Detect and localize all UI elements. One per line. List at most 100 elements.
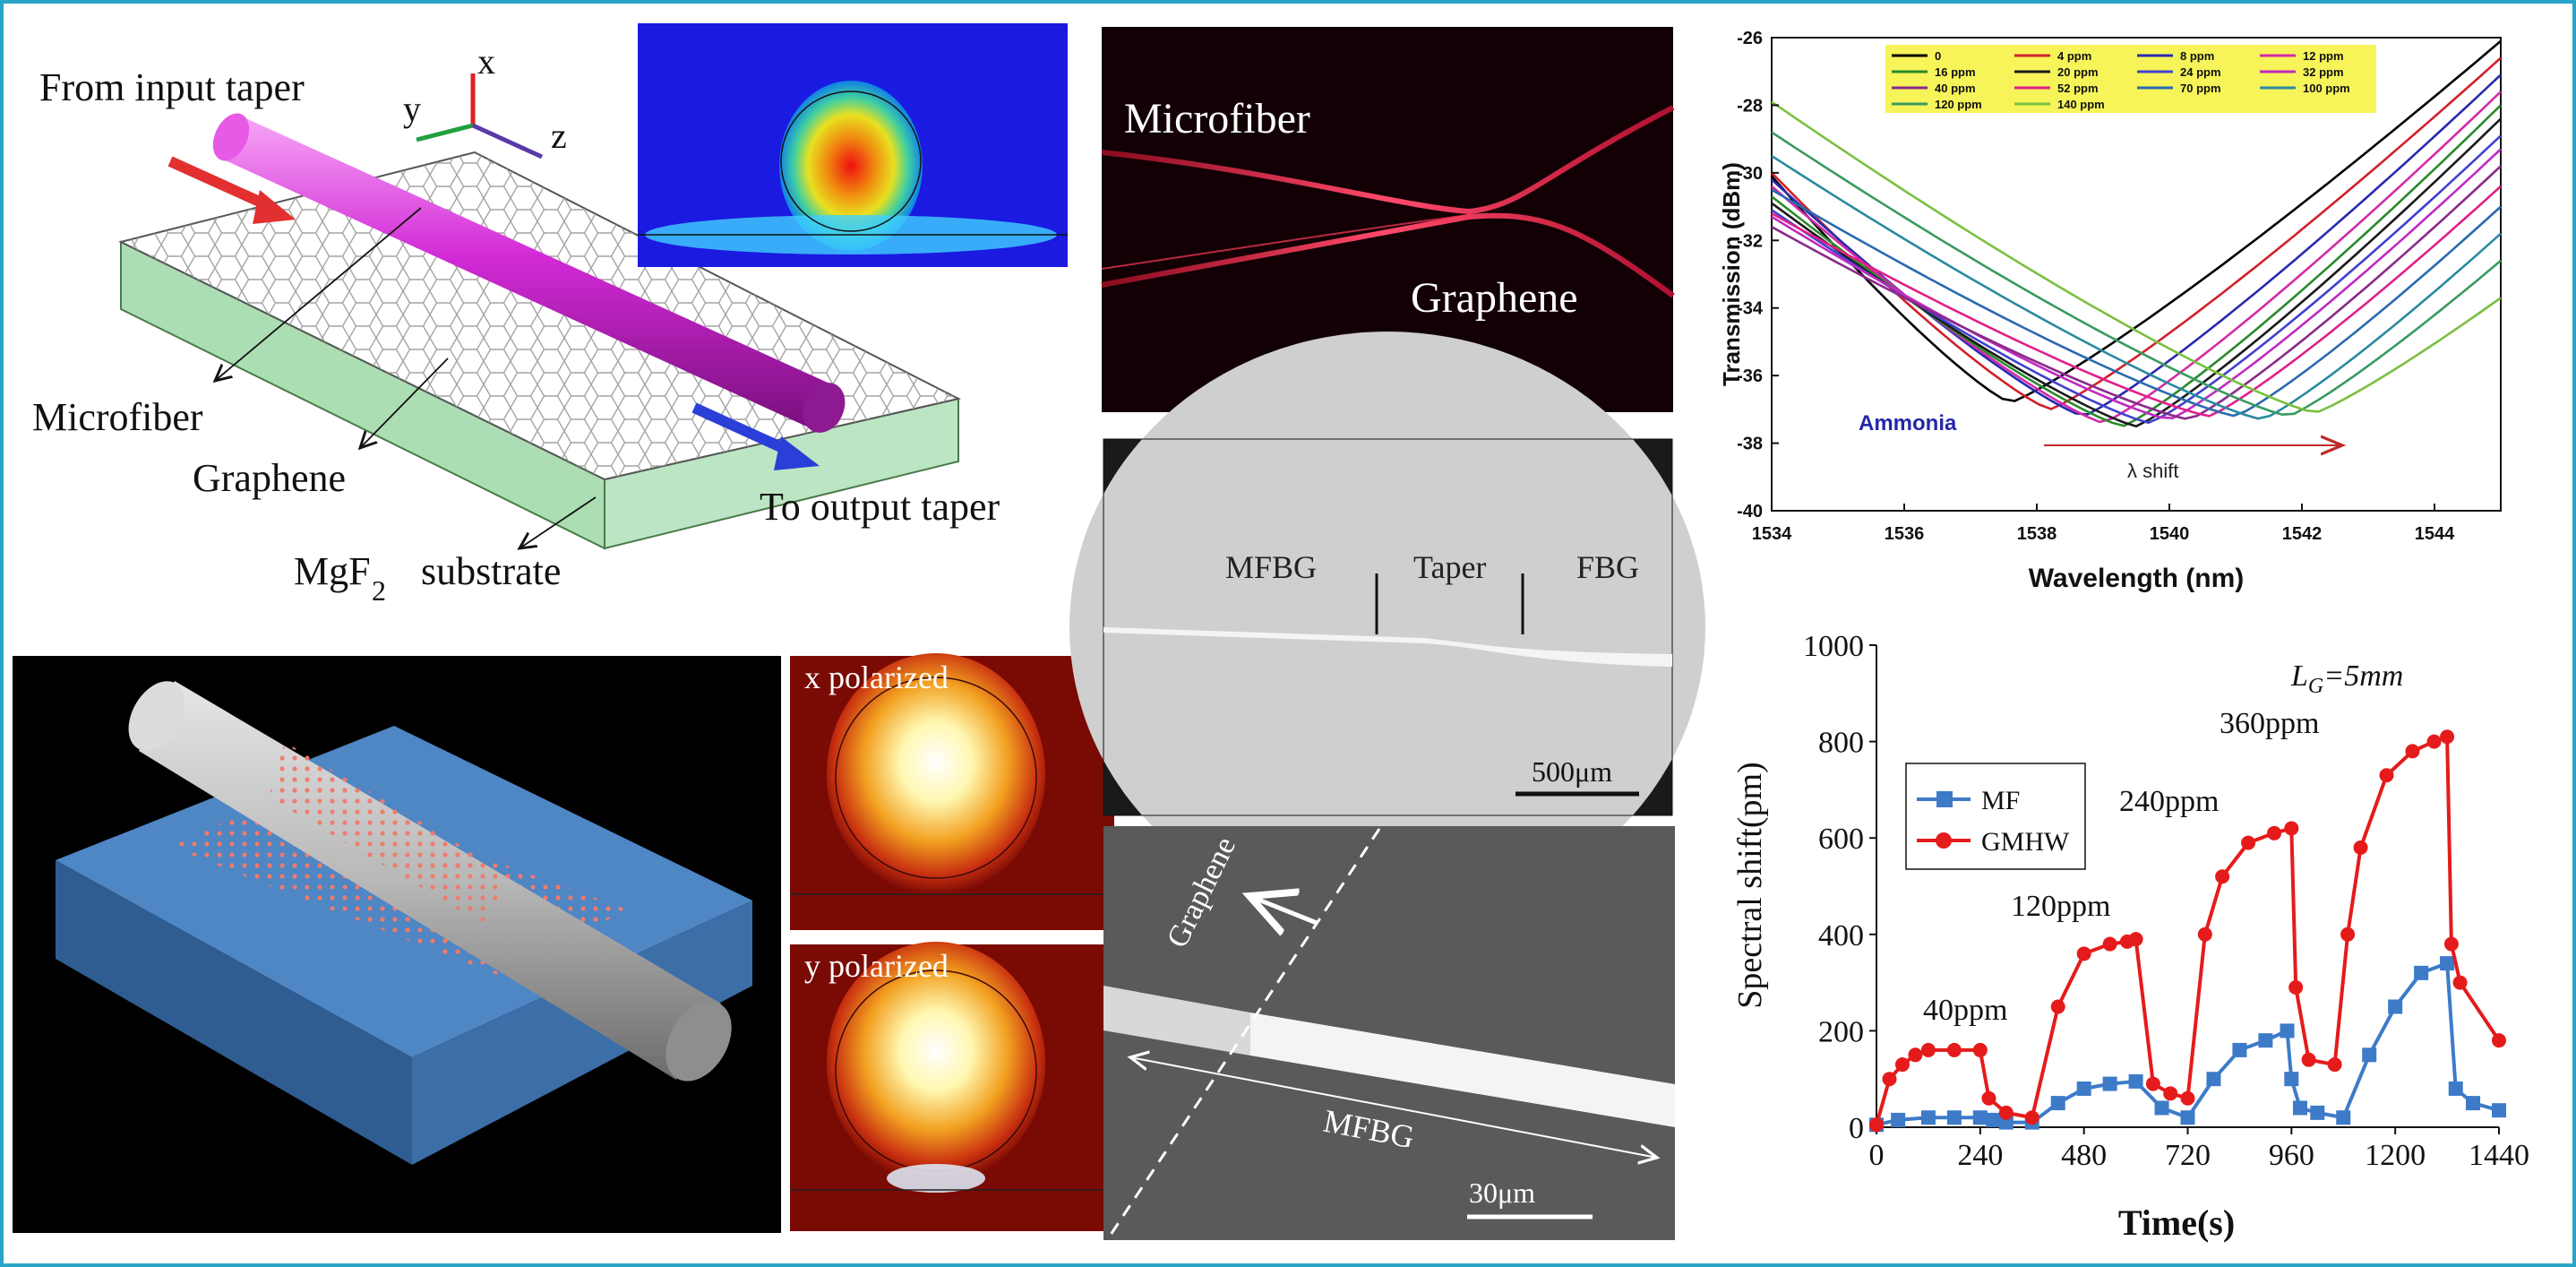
chart1-series-line (1771, 131, 2502, 417)
chart1-legend-label: 100 ppm (2303, 82, 2350, 95)
chart2-point-square (2492, 1103, 2506, 1118)
panel-y-polarized: y polarized (790, 942, 1114, 1231)
chart2-point-circle (2197, 927, 2212, 942)
input-light-arrow (167, 156, 296, 224)
chart2-point-circle (2267, 825, 2282, 840)
chart2-point-square (2440, 956, 2455, 971)
chart2-point-square (1946, 1110, 1962, 1125)
chart2-annotations: 40ppm 120ppm 240ppm 360ppm (1923, 707, 2319, 1027)
chart2-point-circle (2288, 979, 2304, 995)
label-output-taper: To output taper (760, 485, 1000, 529)
chart2-ytick-label: 1000 (1803, 630, 1864, 663)
chart1-legend-label: 32 ppm (2303, 65, 2344, 79)
chart2-point-square (2232, 1042, 2247, 1057)
chart2-point-square (2466, 1096, 2481, 1111)
chart2-ytick-label: 600 (1818, 823, 1864, 856)
chart2-point-circle (2440, 729, 2455, 745)
chart2-annotation-label: 40ppm (1923, 994, 2007, 1027)
chart1-xtick-label: 1544 (2415, 524, 2455, 544)
chart2-xtick-label: 960 (2269, 1139, 2314, 1172)
chart1-annotation-species: Ammonia (1859, 411, 1957, 435)
label-substrate-word: substrate (421, 549, 561, 593)
chart1-series-line (1771, 100, 2502, 413)
chart1-legend-label: 12 ppm (2303, 49, 2344, 63)
chart2-point-square (2310, 1105, 2325, 1120)
chart2-point-circle (2426, 734, 2442, 749)
chart1-legend-label: 0 (1935, 49, 1941, 63)
axis-y-label: y (403, 89, 421, 129)
chart2-ytick-label: 0 (1849, 1112, 1864, 1145)
chart2-ytick-label: 800 (1818, 727, 1864, 760)
label-fbg-microscope: FBG (1576, 549, 1639, 585)
chart2-point-square (2362, 1047, 2377, 1063)
chart1-ytick-label: -36 (1737, 366, 1763, 386)
chart1-legend-label: 4 ppm (2057, 49, 2091, 63)
chart1-xtick-label: 1538 (2017, 524, 2057, 544)
chart2-point-circle (2128, 932, 2143, 947)
chart2-xlabel: Time(s) (2118, 1202, 2235, 1243)
output-light-arrow (691, 402, 820, 470)
scale-label-30: 30μm (1469, 1176, 1535, 1209)
chart2-point-circle (1946, 1042, 1962, 1057)
chart1-legend-label: 20 ppm (2057, 65, 2099, 79)
label-y-polarized: y polarized (804, 948, 949, 984)
chart1-ylabel: Transmission (dBm) (1718, 162, 1745, 386)
chart2-point-circle (2340, 927, 2356, 942)
chart1-series-line (1771, 39, 2502, 402)
panel-sem-image: Graphene MFBG 30μm (1103, 826, 1675, 1240)
chart1-legend-label: 40 ppm (1935, 82, 1976, 95)
chart2-point-circle (2284, 821, 2299, 836)
chart1-plot-area (1771, 37, 2502, 512)
render-substrate-front (56, 860, 412, 1165)
axis-z-label: z (551, 116, 567, 156)
chart2-annotation-label: 360ppm (2220, 707, 2319, 740)
chart2-point-circle (1972, 1042, 1988, 1057)
label-mfbg-microscope: MFBG (1225, 549, 1317, 585)
render-substrate-right (412, 901, 752, 1165)
chart2-point-square (2414, 965, 2429, 980)
chart1-series-line (1771, 154, 2502, 420)
chart-spectral-shift: 0 240 480 720 960 1200 1440 0 200 400 600 800 1000 4… (1731, 630, 2529, 1243)
coordinate-axes: x y z (403, 41, 567, 159)
chart2-length-annotation: LG=5mm (2290, 659, 2403, 698)
chart2-legend-box (1905, 763, 2086, 870)
chart2-legend-marker (1936, 791, 1953, 807)
leader-substrate (519, 496, 597, 548)
chart2-xtick-label: 1200 (2365, 1139, 2426, 1172)
chart2-xtick-label: 240 (1957, 1139, 2003, 1172)
label-taper-microscope: Taper (1413, 549, 1486, 585)
chart2-point-circle (2050, 999, 2065, 1014)
chart-transmission: 1534 1536 1538 1540 1542 1544 -26 -28 -30 -32 -34 -… (1718, 29, 2502, 593)
label-input-taper: From input taper (39, 65, 305, 109)
chart2-ytick-label: 400 (1818, 919, 1864, 952)
chart2-point-circle (2492, 1033, 2506, 1048)
chart2-point-circle (1908, 1047, 1923, 1063)
chart2-point-circle (2353, 840, 2368, 855)
chart2-point-square (2280, 1023, 2295, 1039)
chart1-ytick-label: -38 (1737, 435, 1763, 454)
chart2-point-circle (1920, 1042, 1936, 1057)
chart1-ytick-label: -26 (1737, 29, 1763, 48)
chart2-point-square (1891, 1112, 1906, 1127)
chart1-legend-label: 24 ppm (2180, 65, 2221, 79)
chart2-length-subscript: G (2308, 675, 2323, 698)
chart1-annotation-shift: λ shift (2127, 460, 2178, 482)
label-microfiber: Microfiber (32, 395, 203, 439)
chart2-point-circle (2443, 936, 2459, 952)
chart2-point-circle (2102, 936, 2117, 952)
chart2-annotation-label: 120ppm (2011, 890, 2110, 923)
chart2-point-circle (2215, 869, 2230, 884)
chart2-point-circle (2024, 1110, 2039, 1125)
chart1-ytick-label: -28 (1737, 96, 1763, 116)
chart2-xtick-label: 720 (2165, 1139, 2211, 1172)
label-graphene: Graphene (193, 456, 346, 500)
chart1-xlabel: Wavelength (nm) (2029, 564, 2245, 593)
chart2-point-square (1920, 1110, 1936, 1125)
chart2-point-circle (1981, 1090, 1996, 1106)
chart2-ticks: 0 240 480 720 960 1200 1440 0 200 400 600 800 1000 (1803, 630, 2529, 1172)
chart2-point-circle (2180, 1090, 2195, 1106)
render-graphene-wrap (269, 742, 511, 925)
mode-field-inset (638, 23, 1068, 267)
chart2-xtick-label: 1440 (2469, 1139, 2529, 1172)
